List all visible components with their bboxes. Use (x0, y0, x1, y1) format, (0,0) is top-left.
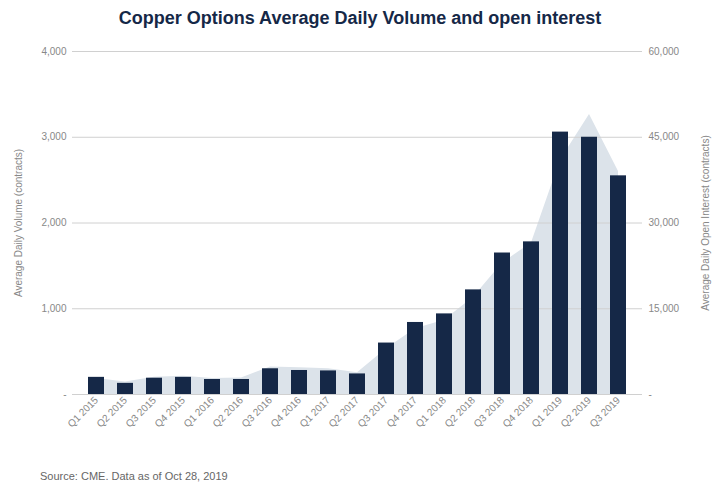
html-text:Copper Options Average Daily V: Copper Options Average Daily Volume and … (118, 8, 602, 28)
svg-text:Q3 2018: Q3 2018 (471, 394, 506, 429)
svg-text:Q3 2016: Q3 2016 (239, 394, 274, 429)
svg-text:Q1 2015: Q1 2015 (65, 394, 100, 429)
svg-text:Q3 2015: Q3 2015 (123, 394, 158, 429)
svg-text:Q1 2016: Q1 2016 (181, 394, 216, 429)
html-text:Source: CME. Data as of Oct 28: Source: CME. Data as of Oct 28, 2019 (40, 470, 228, 482)
svg-text:Q3 2017: Q3 2017 (355, 394, 390, 429)
svg-text:15,000: 15,000 (649, 303, 680, 314)
svg-text:-: - (649, 389, 652, 400)
svg-text:2,000: 2,000 (41, 217, 66, 228)
svg-text:Average Daily Volume (contract: Average Daily Volume (contracts) (13, 149, 24, 297)
svg-text:60,000: 60,000 (649, 46, 680, 57)
svg-text:Q1 2019: Q1 2019 (529, 394, 564, 429)
svg-text:Q2 2017: Q2 2017 (326, 394, 361, 429)
svg-text:Q3 2019: Q3 2019 (587, 394, 622, 429)
svg-text:Q4 2017: Q4 2017 (384, 394, 419, 429)
svg-text:Q2 2018: Q2 2018 (442, 394, 477, 429)
svg-text:Q1 2017: Q1 2017 (297, 394, 332, 429)
svg-text:45,000: 45,000 (649, 131, 680, 142)
svg-text:Q4 2018: Q4 2018 (500, 394, 535, 429)
svg-text:Average Daily Open Interest (c: Average Daily Open Interest (contracts) (700, 135, 711, 310)
svg-text:Q2 2019: Q2 2019 (558, 394, 593, 429)
svg-text:-: - (63, 389, 66, 400)
svg-text:Q2 2016: Q2 2016 (210, 394, 245, 429)
svg-text:3,000: 3,000 (41, 131, 66, 142)
svg-text:4,000: 4,000 (41, 46, 66, 57)
svg-text:30,000: 30,000 (649, 217, 680, 228)
svg-text:Q4 2016: Q4 2016 (268, 394, 303, 429)
svg-text:1,000: 1,000 (41, 303, 66, 314)
svg-text:Q2 2015: Q2 2015 (94, 394, 129, 429)
svg-text:Q4 2015: Q4 2015 (152, 394, 187, 429)
svg-text:Q1 2018: Q1 2018 (413, 394, 448, 429)
